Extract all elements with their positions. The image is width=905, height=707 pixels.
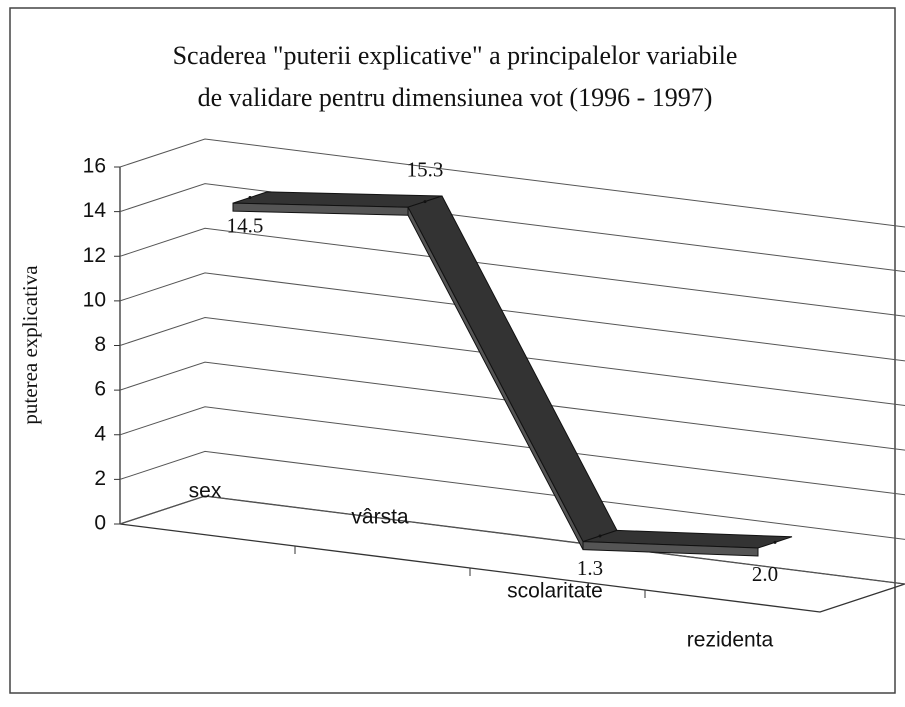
chart-border — [9, 7, 896, 694]
grid-line — [119, 227, 905, 317]
data-label: 1.3 — [577, 556, 603, 580]
y-tick-label: 14 — [83, 199, 107, 222]
y-tick-label: 6 — [94, 378, 106, 401]
chart-title: Scaderea "puterii explicative" a princip… — [173, 41, 738, 70]
y-tick-label: 0 — [94, 512, 106, 535]
y-tick-label: 12 — [83, 244, 106, 267]
x-tick-label: vârsta — [351, 506, 409, 529]
y-tick-label: 4 — [94, 422, 106, 445]
grid-line — [119, 361, 905, 451]
x-tick-label: scolaritate — [507, 580, 603, 603]
grid-line — [119, 138, 905, 228]
data-point — [423, 200, 427, 204]
data-label: 2.0 — [752, 562, 778, 586]
x-tick-label: rezidenta — [687, 629, 774, 652]
x-tick-label: sex — [189, 480, 222, 503]
grid-line — [119, 495, 905, 585]
grid-line — [119, 272, 905, 362]
data-point — [248, 195, 252, 199]
grid-line — [119, 316, 905, 406]
data-point — [773, 540, 777, 544]
y-tick-label: 16 — [83, 155, 106, 178]
data-point — [598, 534, 602, 538]
grid-line — [119, 450, 905, 540]
y-axis-label: puterea explicativa — [18, 265, 42, 425]
line-ribbon-side — [582, 541, 759, 557]
data-label: 15.3 — [407, 157, 444, 181]
grid-line — [119, 406, 905, 496]
y-tick-label: 10 — [83, 288, 106, 311]
grid-line — [119, 183, 905, 273]
y-tick-label: 2 — [94, 467, 106, 490]
chart-title: de validare pentru dimensiunea vot (1996… — [198, 83, 713, 112]
data-label: 14.5 — [227, 213, 264, 237]
y-tick-label: 8 — [94, 333, 106, 356]
